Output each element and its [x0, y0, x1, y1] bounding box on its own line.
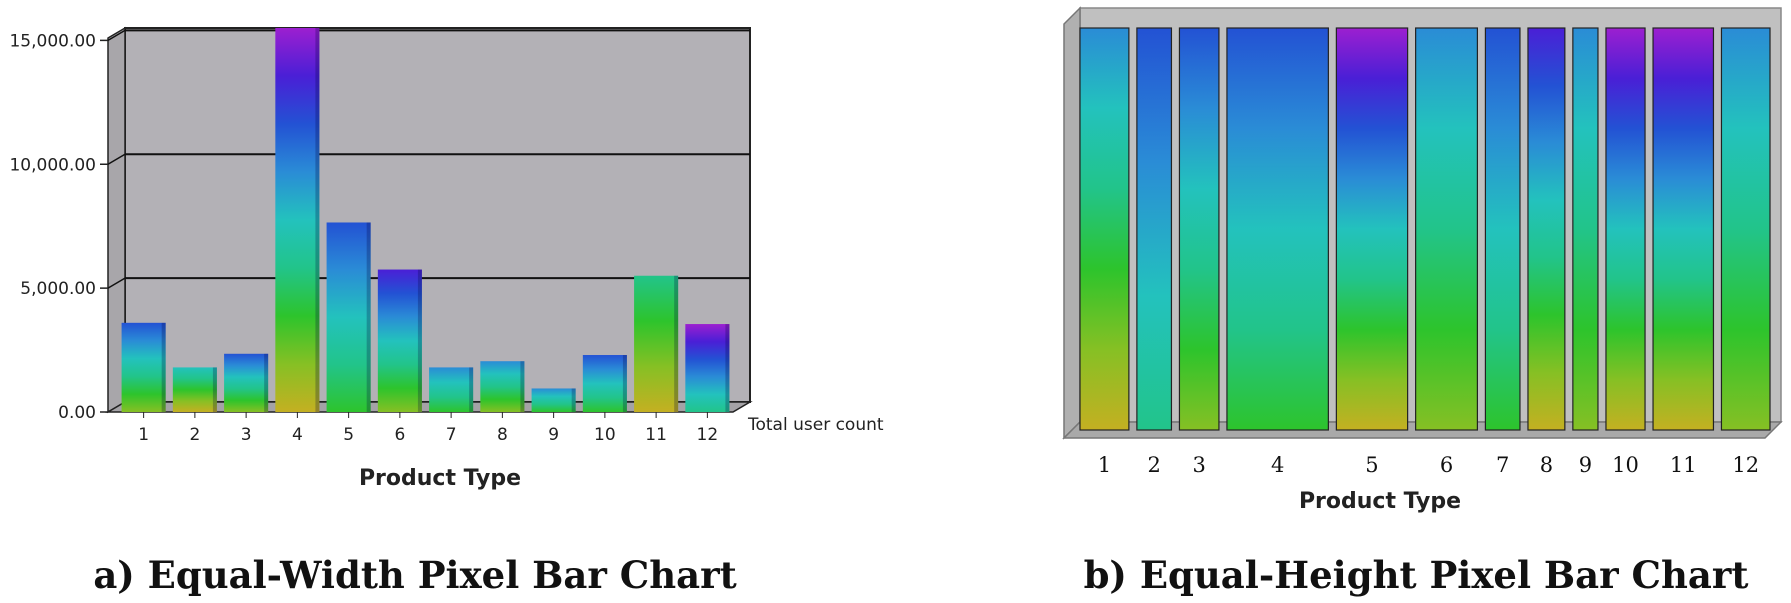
bar-shade [161, 322, 166, 412]
x-tick-label: 12 [697, 425, 719, 445]
bar-2 [1136, 27, 1173, 431]
bar-11 [1652, 27, 1715, 431]
x-tick-label: 11 [645, 425, 667, 445]
bar-shade [520, 361, 525, 412]
gridline-side [107, 153, 126, 165]
bar-11 [634, 275, 679, 412]
panel-b-x-axis: 1 2 3 4 5 6 7 8 9 10 11 12 [1098, 453, 1759, 477]
bar-1 [1079, 27, 1130, 431]
y-tick-label: 5,000.00 [20, 279, 96, 299]
bar-3 [224, 353, 269, 412]
y-tick-label: 0.00 [58, 403, 96, 423]
panel-a-x-axis: 1 2 3 4 5 6 7 8 9 10 11 12 [138, 412, 718, 445]
bar-shade [571, 388, 576, 412]
bar-shade [469, 367, 474, 412]
bar-1 [121, 322, 166, 412]
bar-shade [417, 269, 422, 412]
x-tick-label: 9 [548, 425, 559, 445]
panel-a-y-axis: 0.00 5,000.00 10,000.00 15,000.00 [9, 31, 108, 423]
panel-b-equal-height-chart: 1 2 3 4 5 6 7 8 9 10 11 12 Product Type b) Equal-He… [1062, 6, 1783, 597]
x-tick-label: 10 [594, 425, 616, 445]
x-tick-label: 12 [1732, 453, 1759, 477]
panel-a-series-label: Total user count [747, 415, 884, 435]
x-tick-label: 2 [1147, 453, 1160, 477]
x-tick-label: 4 [292, 425, 303, 445]
y-tick-label: 10,000.00 [9, 155, 96, 175]
bar-3 [1178, 27, 1220, 431]
panel-b-caption: b) Equal-Height Pixel Bar Chart [1084, 553, 1749, 597]
bar-9 [1572, 27, 1599, 431]
bar-12 [1720, 27, 1771, 431]
x-tick-label: 7 [1496, 453, 1509, 477]
bar-shade [366, 222, 371, 412]
x-tick-label: 4 [1271, 453, 1284, 477]
bar-8 [480, 361, 525, 412]
x-tick-label: 8 [497, 425, 508, 445]
bar-10 [582, 355, 627, 412]
bar-shade [622, 355, 627, 412]
bar-shade [674, 275, 679, 412]
x-tick-label: 3 [241, 425, 252, 445]
bar-8 [1527, 27, 1566, 431]
bar-12 [685, 324, 730, 412]
gridline-side [107, 277, 126, 289]
y-tick-label: 15,000.00 [9, 31, 96, 51]
x-tick-label: 6 [1440, 453, 1453, 477]
bar-shade [725, 324, 730, 412]
bar-4 [275, 28, 320, 412]
bar-6 [1415, 27, 1479, 431]
bar-7 [1484, 27, 1521, 431]
x-tick-label: 7 [446, 425, 457, 445]
panel-b-x-axis-title: Product Type [1299, 489, 1461, 514]
bar-5 [326, 222, 371, 412]
bar-5 [1335, 27, 1409, 431]
panel-a-caption: a) Equal-Width Pixel Bar Chart [93, 553, 736, 597]
x-tick-label: 1 [1098, 453, 1111, 477]
bar-shade [315, 28, 320, 412]
bar-7 [429, 367, 474, 412]
panel-a-x-axis-title: Product Type [359, 466, 521, 491]
x-tick-label: 5 [343, 425, 354, 445]
gridline-side [107, 29, 126, 42]
panel-b-side-wall [1063, 6, 1081, 440]
panel-b-bars [1079, 27, 1771, 431]
bar-6 [377, 269, 422, 412]
x-tick-label: 10 [1612, 453, 1639, 477]
bar-4 [1226, 27, 1329, 431]
bar-10 [1605, 27, 1646, 431]
x-tick-label: 5 [1365, 453, 1378, 477]
panel-a-bars [121, 28, 730, 412]
x-tick-label: 6 [394, 425, 405, 445]
x-tick-label: 9 [1579, 453, 1592, 477]
x-tick-label: 8 [1540, 453, 1553, 477]
bar-9 [531, 388, 576, 412]
x-tick-label: 2 [189, 425, 200, 445]
x-tick-label: 11 [1670, 453, 1697, 477]
x-tick-label: 3 [1193, 453, 1206, 477]
bar-2 [172, 367, 217, 412]
bar-shade [212, 367, 217, 412]
x-tick-label: 1 [138, 425, 149, 445]
bar-shade [264, 353, 269, 412]
